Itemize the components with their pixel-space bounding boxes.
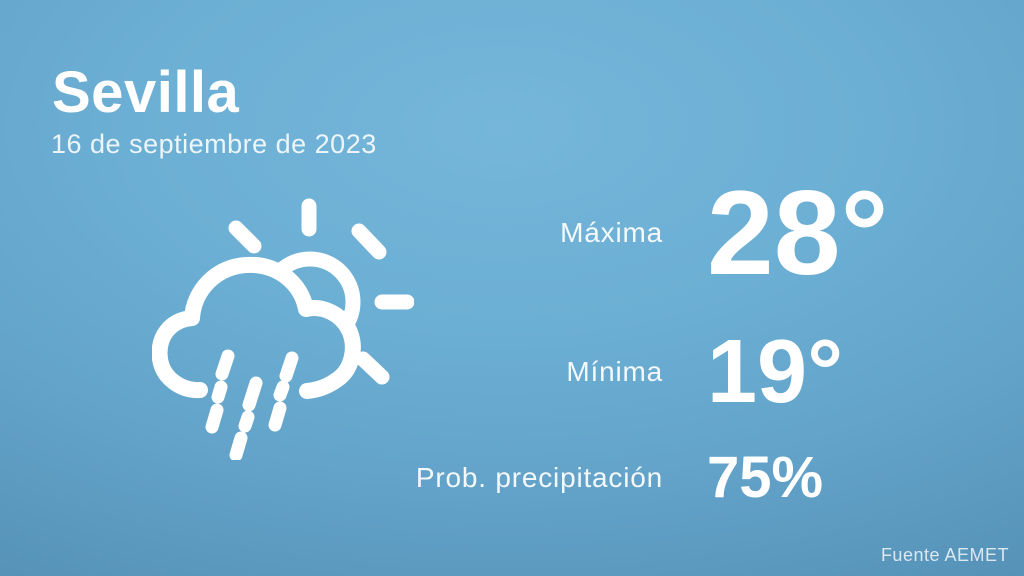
precipitation-label: Prob. precipitación xyxy=(415,462,663,493)
min-temp-value: 19° xyxy=(707,322,844,422)
precipitation-row: Prob. precipitación 75% xyxy=(410,440,1010,516)
max-temp-row: Máxima 28° xyxy=(410,166,1010,300)
min-temp-row: Mínima 19° xyxy=(410,305,1010,439)
page-title: Sevilla xyxy=(52,60,240,125)
cloud-icon xyxy=(152,256,361,399)
sun-icon xyxy=(228,198,414,385)
forecast-date: 16 de septiembre de 2023 xyxy=(51,129,377,159)
precipitation-value: 75% xyxy=(707,445,824,510)
max-temp-label: Máxima xyxy=(560,217,663,248)
raindrops-icon xyxy=(205,349,299,460)
sun-behind-rain-cloud-icon xyxy=(152,198,414,460)
source-credit: Fuente AEMET xyxy=(880,545,1009,565)
min-temp-label: Mínima xyxy=(566,356,663,387)
max-temp-value: 28° xyxy=(707,166,889,300)
